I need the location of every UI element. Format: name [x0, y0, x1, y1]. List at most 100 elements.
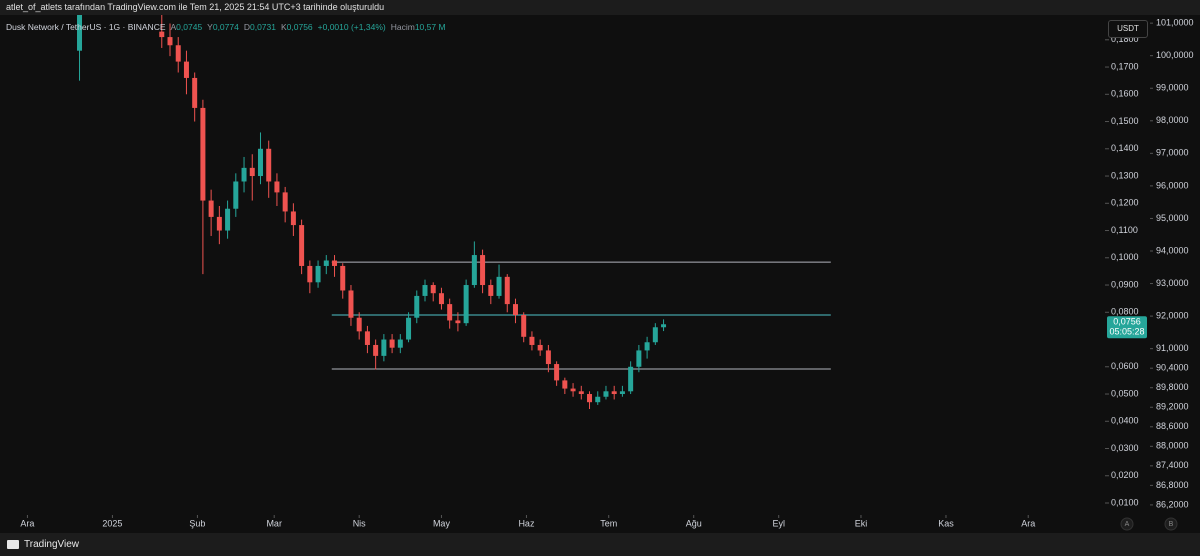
candle-body: [480, 255, 486, 286]
candle-body: [455, 320, 461, 324]
y-tick-label: 0,0500: [1111, 388, 1139, 398]
candle-body: [348, 290, 354, 318]
candle-body: [661, 324, 667, 328]
y-tick-label: 0,1200: [1111, 198, 1139, 208]
candle-body: [274, 181, 280, 193]
candle-body: [537, 344, 543, 351]
header-title: atlet_of_atlets tarafından TradingView.c…: [6, 2, 385, 12]
y-tick-label: 0,1500: [1111, 116, 1139, 126]
y2-tick-label: 87,4000: [1156, 460, 1189, 470]
y2-tick-label: 100,0000: [1156, 50, 1194, 60]
y2-tick-label: 89,8000: [1156, 382, 1189, 392]
price-tag-label: 0,0756: [1113, 317, 1141, 327]
candle-body: [619, 391, 625, 395]
y2-tick-label: 92,0000: [1156, 310, 1189, 320]
x-tick-label: Kas: [938, 518, 954, 528]
candle-body: [282, 192, 288, 212]
footer: TradingView: [0, 533, 1200, 556]
y-tick-label: 0,1700: [1111, 61, 1139, 71]
x-tick-label: Haz: [518, 518, 535, 528]
candle-body: [315, 265, 321, 283]
candle-body: [175, 45, 181, 62]
axis-button[interactable]: [1164, 517, 1178, 531]
currency-button[interactable]: USDT: [1108, 20, 1148, 38]
x-tick-label: Ara: [1021, 518, 1035, 528]
header: atlet_of_atlets tarafından TradingView.c…: [0, 0, 1200, 15]
candle-body: [406, 317, 412, 340]
candle-body: [299, 225, 305, 266]
candle-body: [595, 396, 601, 403]
y2-tick-label: 98,0000: [1156, 115, 1189, 125]
candle-body: [249, 167, 255, 177]
series: [77, 15, 831, 410]
x-tick-label: 2025: [102, 518, 122, 528]
candle-body: [587, 394, 593, 403]
y-tick-label: 0,0400: [1111, 416, 1139, 426]
symbol: Dusk Network / TetherUS · 1G · BINANCE: [6, 22, 166, 32]
volume-label: Hacim: [390, 22, 415, 32]
y-tick-label: 0,0200: [1111, 470, 1139, 480]
candle-body: [200, 107, 206, 201]
change: +0,0010 (+1,34%): [317, 22, 386, 32]
y2-tick-label: 86,8000: [1156, 480, 1189, 490]
ohlc-key: K: [280, 22, 287, 32]
price-axis: [1105, 15, 1200, 515]
candle-body: [381, 339, 387, 356]
candle-body: [340, 265, 346, 291]
candle-body: [356, 317, 362, 332]
axis-button-label[interactable]: A: [1125, 521, 1130, 528]
ohlc-value: 0,0774: [212, 22, 239, 32]
candle-body: [290, 211, 296, 226]
candle-body: [603, 391, 609, 397]
candle-body: [422, 285, 428, 296]
logo: [7, 540, 19, 549]
candle-body: [628, 366, 634, 392]
y2-tick-label: 91,0000: [1156, 343, 1189, 353]
candle-body: [373, 344, 379, 356]
candle-body: [512, 304, 518, 315]
candle-body: [183, 61, 189, 78]
candle-body: [504, 276, 510, 305]
candle-body: [463, 285, 469, 324]
y2-tick-label: 95,0000: [1156, 213, 1189, 223]
x-tick-label: Nis: [353, 518, 366, 528]
candle-body: [471, 255, 477, 286]
x-tick-label: Ara: [20, 518, 34, 528]
axis-button[interactable]: [1120, 517, 1134, 531]
x-tick-label: Tem: [600, 518, 617, 528]
candle-body: [216, 216, 222, 231]
countdown: 05:05:28: [1109, 327, 1144, 337]
candle-body: [430, 285, 436, 294]
x-tick-label: Eki: [855, 518, 868, 528]
y2-tick-label: 86,2000: [1156, 499, 1189, 509]
candle-body: [554, 364, 560, 381]
axis-button-label[interactable]: B: [1169, 521, 1174, 528]
x-tick-label: Mar: [266, 518, 282, 528]
candle-body: [389, 339, 395, 348]
candle-body: [266, 148, 272, 182]
candle-body: [241, 167, 247, 182]
y2-tick-label: 97,0000: [1156, 148, 1189, 158]
y-tick-label: 0,0800: [1111, 307, 1139, 317]
y2-tick-label: 93,0000: [1156, 278, 1189, 288]
candle-body: [578, 391, 584, 395]
candle-body: [397, 339, 403, 348]
y2-tick-label: 89,2000: [1156, 402, 1189, 412]
candle-body: [225, 208, 231, 231]
y-tick-label: 0,1300: [1111, 170, 1139, 180]
ohlc-key: Y: [207, 22, 213, 32]
y-tick-label: 0,1800: [1111, 34, 1139, 44]
candle-body: [488, 285, 494, 296]
candle-body: [323, 260, 329, 266]
candle-body: [562, 380, 568, 389]
x-tick-label: Ağu: [686, 518, 702, 528]
price-tag: [1107, 316, 1147, 339]
time-axis: [0, 515, 1200, 533]
y2-tick-label: 90,4000: [1156, 363, 1189, 373]
candle-body: [159, 31, 165, 38]
candle-body: [414, 295, 420, 318]
candle-body: [529, 336, 535, 345]
x-tick-label: Şub: [189, 518, 205, 528]
y-tick-label: 0,1100: [1111, 225, 1138, 235]
